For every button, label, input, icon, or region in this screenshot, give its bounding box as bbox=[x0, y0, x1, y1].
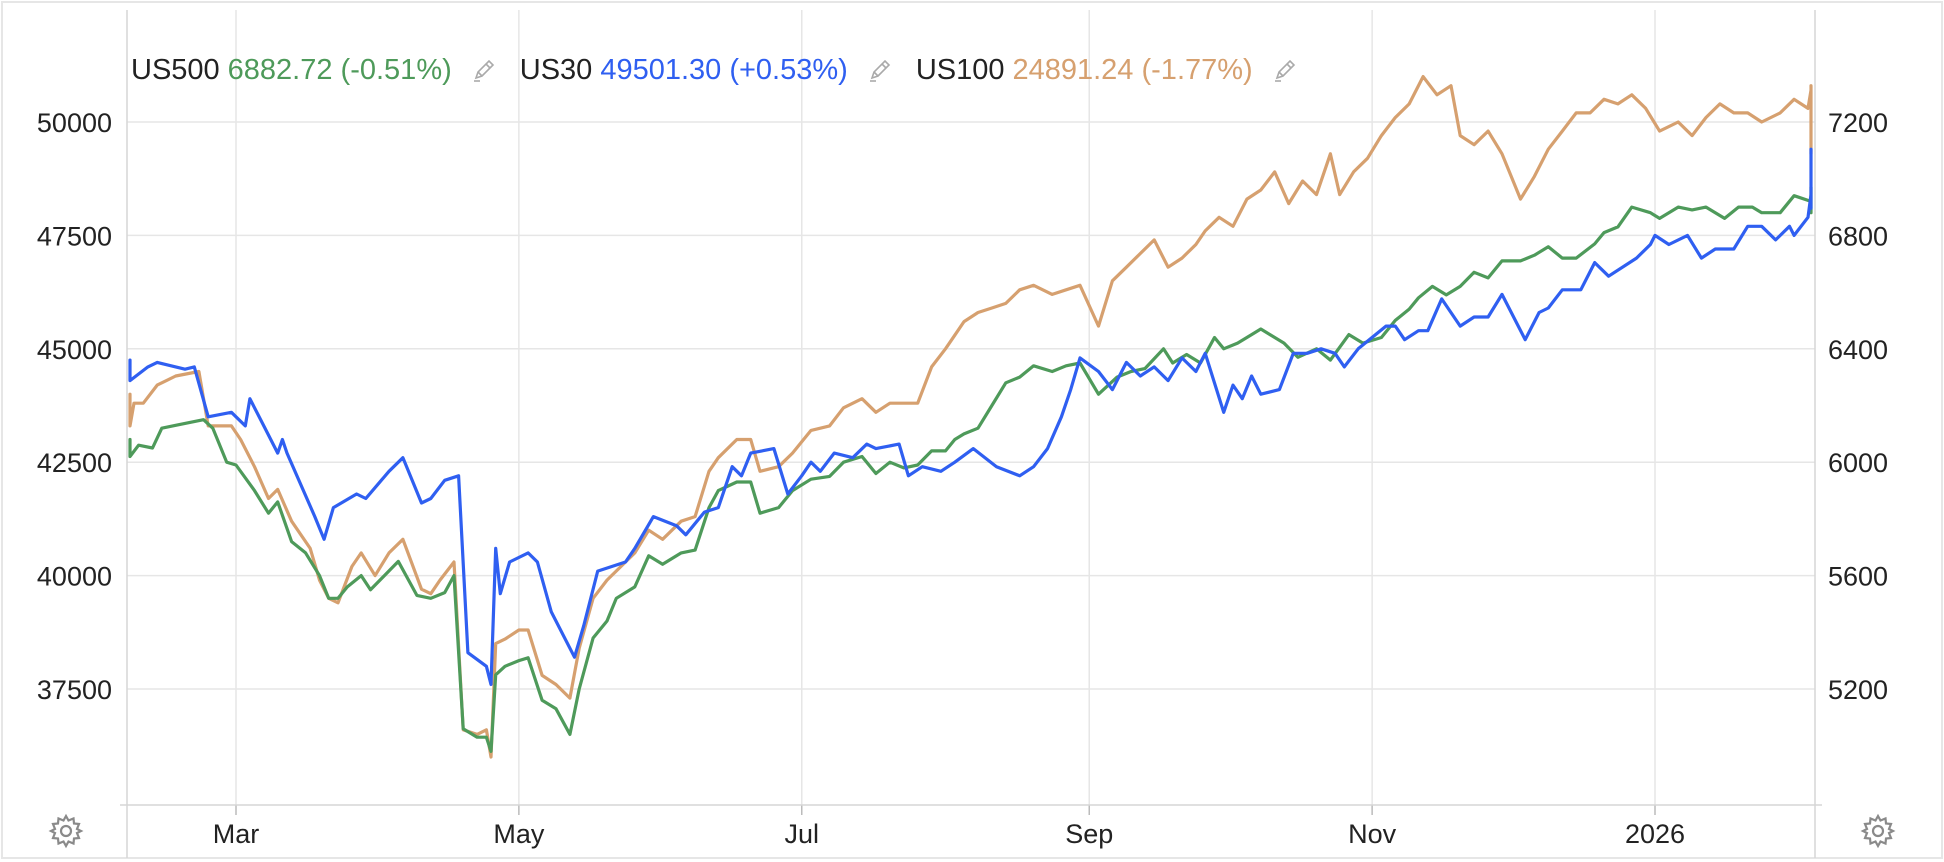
legend-symbol: US100 bbox=[915, 53, 1005, 86]
legend-item-us500[interactable]: US500 6882.72 (-0.51%) bbox=[131, 54, 498, 87]
legend-symbol: US500 bbox=[131, 53, 220, 86]
series-line-us100 bbox=[128, 75, 1813, 759]
right-tick-label: 7200 bbox=[1828, 108, 1888, 138]
x-tick-label: Jul bbox=[784, 819, 819, 849]
legend-symbol: US30 bbox=[519, 53, 593, 86]
gear-icon[interactable] bbox=[1860, 813, 1896, 849]
grid bbox=[127, 10, 1815, 805]
series-lines bbox=[128, 75, 1813, 759]
legend-item-us30[interactable]: US30 49501.30 (+0.53%) bbox=[520, 54, 894, 87]
left-tick-label: 45000 bbox=[37, 335, 112, 365]
left-tick-label: 40000 bbox=[37, 562, 112, 592]
pencil-icon[interactable] bbox=[1271, 56, 1299, 84]
left-tick-label: 47500 bbox=[37, 221, 112, 251]
legend: US500 6882.72 (-0.51%) US30 49501.30 (+0… bbox=[131, 50, 1321, 90]
right-tick-label: 5600 bbox=[1828, 562, 1888, 592]
left-tick-label: 42500 bbox=[37, 448, 112, 478]
pencil-icon[interactable] bbox=[866, 56, 894, 84]
right-tick-label: 6400 bbox=[1828, 335, 1888, 365]
legend-value: 49501.30 (+0.53%) bbox=[600, 53, 848, 86]
legend-value: 24891.24 (-1.77%) bbox=[1012, 53, 1253, 86]
gear-icon[interactable] bbox=[48, 813, 84, 849]
x-tick-label: Sep bbox=[1065, 819, 1113, 849]
x-tick-label: Mar bbox=[213, 819, 260, 849]
legend-item-us100[interactable]: US100 24891.24 (-1.77%) bbox=[916, 54, 1299, 87]
right-tick-label: 6800 bbox=[1828, 221, 1888, 251]
right-tick-label: 6000 bbox=[1828, 448, 1888, 478]
legend-value: 6882.72 (-0.51%) bbox=[227, 53, 452, 86]
tick-labels: 37500 40000 42500 45000 47500 50000 5200 5600 60… bbox=[37, 108, 1888, 849]
left-tick-label: 37500 bbox=[37, 675, 112, 705]
left-tick-label: 50000 bbox=[37, 108, 112, 138]
series-line-us500 bbox=[128, 185, 1813, 753]
right-tick-label: 5200 bbox=[1828, 675, 1888, 705]
x-tick-label: 2026 bbox=[1625, 819, 1685, 849]
x-tick-label: Nov bbox=[1348, 819, 1397, 849]
x-tick-label: May bbox=[493, 819, 545, 849]
pencil-icon[interactable] bbox=[470, 56, 498, 84]
series-line-us30 bbox=[128, 147, 1813, 687]
